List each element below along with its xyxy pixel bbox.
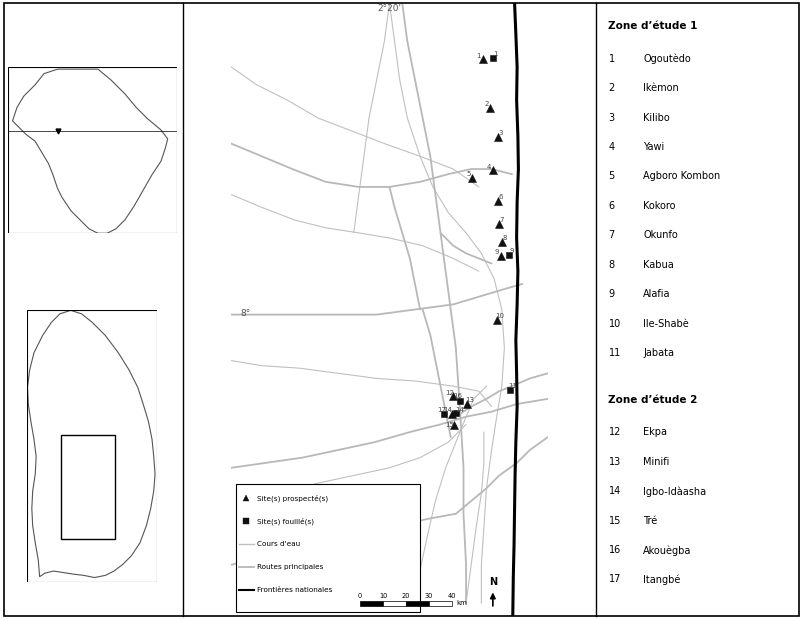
Text: 30: 30: [424, 592, 433, 599]
Text: 1: 1: [608, 54, 614, 64]
Text: 4: 4: [608, 142, 614, 152]
Text: 3: 3: [498, 131, 502, 136]
Text: 12: 12: [444, 389, 453, 396]
Text: 14: 14: [608, 487, 620, 496]
Text: 9: 9: [493, 249, 498, 255]
Text: 6: 6: [498, 194, 502, 200]
Text: 3: 3: [608, 113, 614, 123]
Text: Kilibo: Kilibo: [642, 113, 669, 123]
Text: 15: 15: [608, 516, 620, 526]
Text: 2: 2: [484, 101, 488, 107]
Text: 2: 2: [608, 83, 614, 93]
Text: Ile-Shabè: Ile-Shabè: [642, 319, 688, 329]
Text: 5: 5: [608, 171, 614, 181]
Text: 7: 7: [608, 230, 614, 240]
Text: 15: 15: [445, 422, 454, 428]
Text: Ogoutèdo: Ogoutèdo: [642, 54, 691, 64]
Text: Zone d’étude 2: Zone d’étude 2: [608, 395, 697, 405]
Text: 7: 7: [499, 217, 504, 223]
Text: 2°20': 2°20': [377, 4, 401, 13]
Text: Frontières nationales: Frontières nationales: [257, 587, 332, 594]
Text: Alafia: Alafia: [642, 289, 670, 299]
Text: 6: 6: [608, 201, 614, 211]
Bar: [8, 67, 176, 233]
Bar: [359, 600, 383, 606]
Text: Kokoro: Kokoro: [642, 201, 675, 211]
Text: Akouègba: Akouègba: [642, 545, 691, 556]
Text: 12: 12: [608, 427, 620, 438]
Text: 13: 13: [608, 457, 620, 467]
Text: Yawi: Yawi: [642, 142, 664, 152]
Text: Agboro Kombon: Agboro Kombon: [642, 171, 719, 181]
Text: 1: 1: [476, 53, 480, 59]
Text: 16: 16: [608, 545, 620, 555]
Bar: [27, 310, 157, 582]
Text: 40: 40: [448, 592, 456, 599]
Text: 5: 5: [466, 171, 470, 177]
Text: Kabua: Kabua: [642, 260, 673, 270]
Text: 20: 20: [401, 592, 410, 599]
Text: N: N: [488, 576, 496, 587]
Text: Jabata: Jabata: [642, 348, 674, 358]
Text: Site(s) prospecté(s): Site(s) prospecté(s): [257, 495, 327, 502]
Text: Tré: Tré: [642, 516, 657, 526]
Text: Igbo-Idàasha: Igbo-Idàasha: [642, 487, 706, 496]
Text: 13: 13: [465, 397, 474, 403]
Text: 16: 16: [453, 393, 462, 399]
Bar: [61, 435, 115, 539]
Text: 9: 9: [509, 248, 513, 254]
Text: 0: 0: [358, 592, 362, 599]
Text: Okunfo: Okunfo: [642, 230, 677, 240]
Bar: [236, 485, 419, 612]
Text: Cours d'eau: Cours d'eau: [257, 542, 300, 547]
Text: 10: 10: [608, 319, 620, 329]
Text: Itangbé: Itangbé: [642, 574, 680, 585]
Bar: [406, 600, 428, 606]
Text: 9: 9: [608, 289, 614, 299]
Text: 14: 14: [455, 407, 464, 413]
Text: 14: 14: [443, 407, 452, 413]
Text: Site(s) fouillé(s): Site(s) fouillé(s): [257, 517, 314, 525]
Text: Routes principales: Routes principales: [257, 565, 322, 570]
Text: 17: 17: [436, 407, 445, 413]
Text: 10: 10: [494, 313, 503, 319]
Text: 1: 1: [493, 51, 497, 57]
Text: 4: 4: [486, 163, 490, 170]
Text: 11: 11: [608, 348, 620, 358]
Text: 11: 11: [508, 383, 517, 389]
Text: 8°: 8°: [240, 309, 250, 318]
Text: 8: 8: [608, 260, 614, 270]
Text: 10: 10: [379, 592, 387, 599]
Text: Ekpa: Ekpa: [642, 427, 666, 438]
Text: Zone d’étude 1: Zone d’étude 1: [608, 22, 697, 32]
Text: 8: 8: [501, 235, 506, 241]
Text: 17: 17: [608, 574, 620, 584]
Bar: [428, 600, 452, 606]
Text: Ikèmon: Ikèmon: [642, 83, 678, 93]
Text: Minifi: Minifi: [642, 457, 669, 467]
Bar: [383, 600, 406, 606]
Text: km: km: [456, 600, 467, 607]
